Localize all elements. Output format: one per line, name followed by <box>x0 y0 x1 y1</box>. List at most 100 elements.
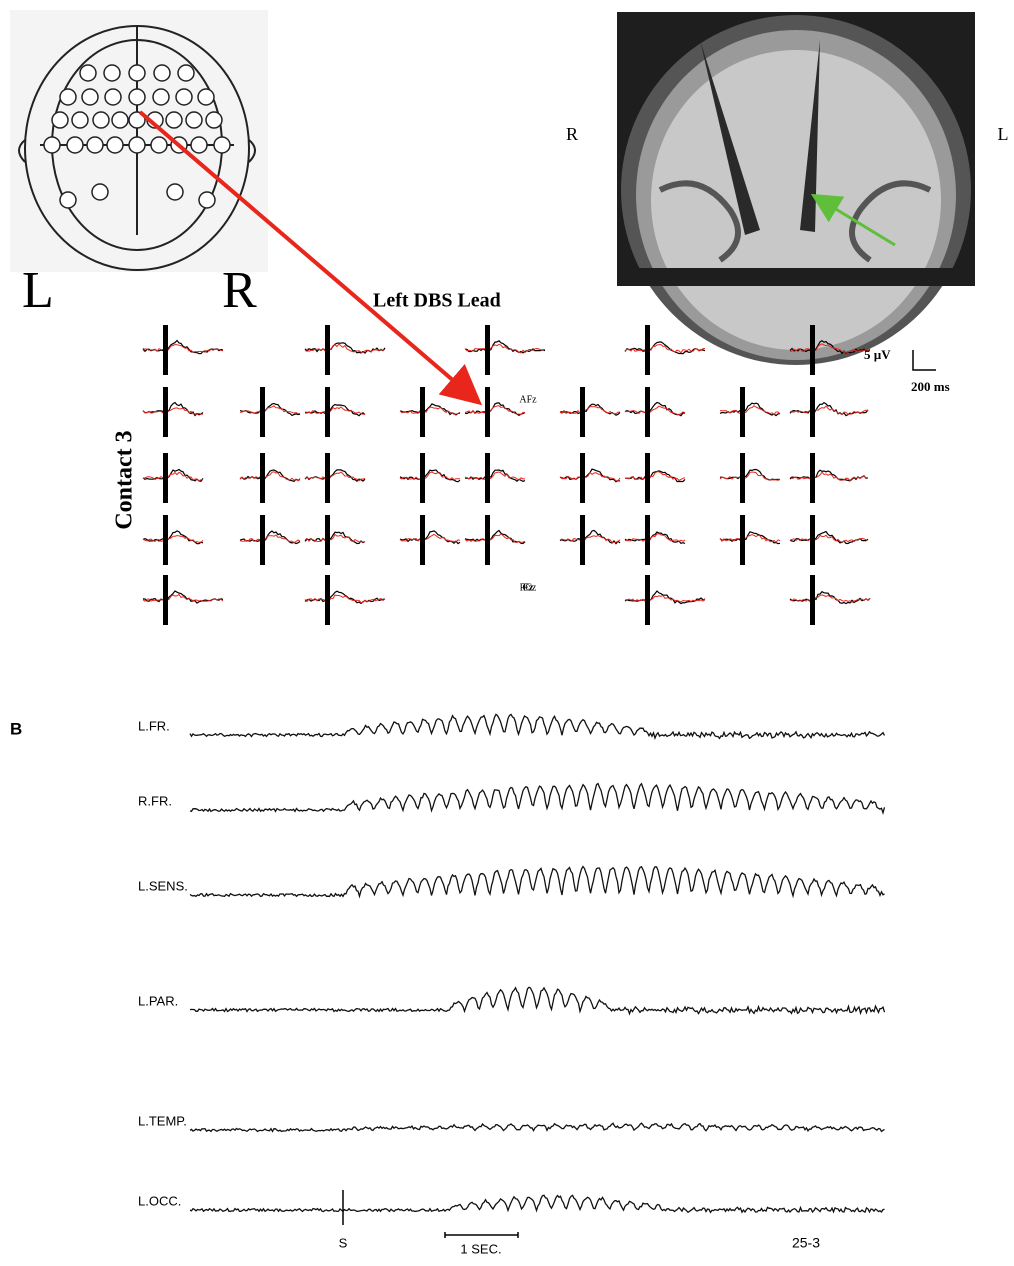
mri-image <box>617 12 975 365</box>
electrode-label: AFz <box>519 394 537 405</box>
trace <box>790 535 868 542</box>
contact-label: Contact 3 <box>112 430 138 529</box>
electrode <box>82 89 98 105</box>
electrode <box>104 65 120 81</box>
electrode <box>92 184 108 200</box>
figure: A L R R L Left DBS Lead Contact 3 5 µV 2… <box>0 0 1014 1266</box>
artifact <box>740 515 745 565</box>
artifact <box>645 515 650 565</box>
electrode <box>44 137 60 153</box>
trace <box>305 470 365 481</box>
electrode <box>129 65 145 81</box>
artifact <box>163 515 168 565</box>
electrode <box>178 65 194 81</box>
artifact <box>740 453 745 503</box>
eeg-trace <box>190 1195 885 1212</box>
panel-label: B <box>10 719 22 738</box>
artifact <box>580 453 585 503</box>
trace <box>143 531 203 544</box>
electrode-map <box>10 10 268 272</box>
artifact <box>163 453 168 503</box>
scale-bar <box>913 350 936 370</box>
eeg-traces: L.FR.R.FR.L.SENS.L.PAR.L.TEMP.L.OCC. <box>138 714 885 1212</box>
trace <box>305 405 365 416</box>
eeg-trace <box>190 987 885 1013</box>
electrode <box>198 89 214 105</box>
trace <box>465 470 525 481</box>
electrode <box>129 89 145 105</box>
head-label: R <box>222 262 257 319</box>
electrode <box>206 112 222 128</box>
trace <box>305 343 385 353</box>
artifact <box>485 387 490 437</box>
artifact <box>163 575 168 625</box>
electrode <box>166 112 182 128</box>
artifact <box>580 387 585 437</box>
trace <box>305 472 365 481</box>
channel-label: L.SENS. <box>138 878 188 893</box>
electrode-label: Cz <box>522 582 534 593</box>
artifact <box>325 387 330 437</box>
artifact <box>645 453 650 503</box>
head-label: L <box>22 262 54 319</box>
artifact <box>260 387 265 437</box>
electrode <box>52 112 68 128</box>
electrode <box>129 137 145 153</box>
electrode <box>67 137 83 153</box>
electrode <box>176 89 192 105</box>
trace <box>720 406 780 415</box>
electrode <box>93 112 109 128</box>
artifact <box>163 387 168 437</box>
artifact <box>325 515 330 565</box>
artifact <box>163 325 168 375</box>
electrode <box>151 137 167 153</box>
electrode <box>167 184 183 200</box>
trace <box>560 404 620 415</box>
electrode <box>105 89 121 105</box>
electrode <box>199 192 215 208</box>
trace <box>720 470 780 481</box>
trace <box>400 472 460 480</box>
electrode <box>72 112 88 128</box>
artifact <box>810 453 815 503</box>
eeg-trace <box>190 1123 885 1131</box>
channel-label: L.PAR. <box>138 993 178 1008</box>
record-id: 25-3 <box>792 1235 820 1251</box>
artifact <box>325 325 330 375</box>
trace <box>625 532 685 543</box>
trace <box>625 406 685 414</box>
time-bar-label: 1 SEC. <box>460 1241 501 1256</box>
electrode <box>107 137 123 153</box>
artifact <box>810 575 815 625</box>
artifact <box>810 387 815 437</box>
mri-label: R <box>566 124 578 144</box>
artifact <box>325 453 330 503</box>
artifact <box>420 515 425 565</box>
eeg-trace <box>190 714 885 738</box>
channel-label: L.FR. <box>138 718 170 733</box>
artifact <box>810 515 815 565</box>
electrode <box>112 112 128 128</box>
artifact <box>485 515 490 565</box>
trace <box>560 536 620 543</box>
trace <box>625 342 705 354</box>
electrode <box>154 65 170 81</box>
trace <box>560 407 620 414</box>
eeg-trace <box>190 867 885 897</box>
trace <box>790 470 868 481</box>
eeg-trace <box>190 784 885 813</box>
artifact <box>645 325 650 375</box>
artifact <box>485 453 490 503</box>
artifact <box>420 453 425 503</box>
channel-label: L.OCC. <box>138 1193 181 1208</box>
trace <box>143 408 203 415</box>
stimulus-label: S <box>339 1235 348 1250</box>
artifact <box>260 515 265 565</box>
electrode <box>186 112 202 128</box>
scale-amplitude: 5 µV <box>864 347 891 362</box>
electrode <box>87 137 103 153</box>
trace <box>790 592 870 604</box>
electrode <box>214 137 230 153</box>
electrode <box>60 89 76 105</box>
